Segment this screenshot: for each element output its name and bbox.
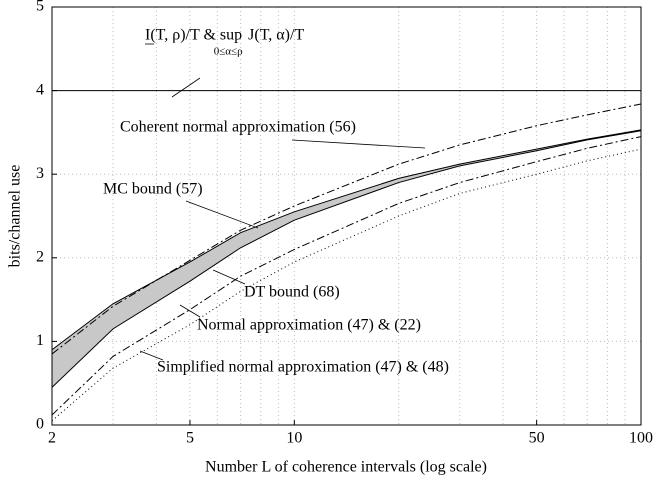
shaded-gap — [52, 129, 641, 388]
x-tick-label: 2 — [48, 430, 56, 447]
leader-line — [291, 139, 426, 149]
y-tick-label: 1 — [36, 332, 44, 349]
y-tick-label: 4 — [36, 81, 44, 98]
series-line — [51, 129, 642, 351]
series-line — [51, 148, 642, 422]
annotation-subscript: 0≤α≤ρ — [214, 46, 243, 58]
y-tick-label: 0 — [36, 416, 44, 433]
y-tick-label: 3 — [36, 165, 44, 182]
leader-line — [171, 77, 201, 98]
leader-line — [212, 269, 246, 285]
annotation: MC bound (57) — [103, 181, 203, 198]
annotation: Simplified normal approximation (47) & (… — [157, 359, 449, 376]
x-tick-label: 5 — [186, 430, 194, 447]
annotation: Normal approximation (47) & (22) — [197, 317, 421, 334]
x-axis-label: Number L of coherence intervals (log sca… — [205, 459, 487, 476]
annotation: J(T, α)/T — [248, 27, 304, 44]
series-line — [51, 130, 642, 388]
leader-line — [185, 200, 259, 229]
y-tick-label: 2 — [36, 248, 44, 265]
annotation: Coherent normal approximation (56) — [120, 119, 356, 136]
series-line — [51, 103, 642, 355]
y-axis-label: bits/channel use — [7, 165, 24, 268]
plot-frame — [51, 6, 642, 426]
leader-line — [179, 304, 201, 318]
series-line — [51, 136, 642, 416]
leader-line — [139, 350, 164, 361]
x-tick-label: 10 — [286, 430, 302, 447]
y-tick-label: 5 — [36, 0, 44, 15]
x-tick-label: 50 — [529, 430, 545, 447]
annotation: DT bound (68) — [244, 284, 340, 301]
x-tick-label: 100 — [629, 430, 653, 447]
annotation: I(T, ρ)/T & sup — [145, 27, 242, 44]
